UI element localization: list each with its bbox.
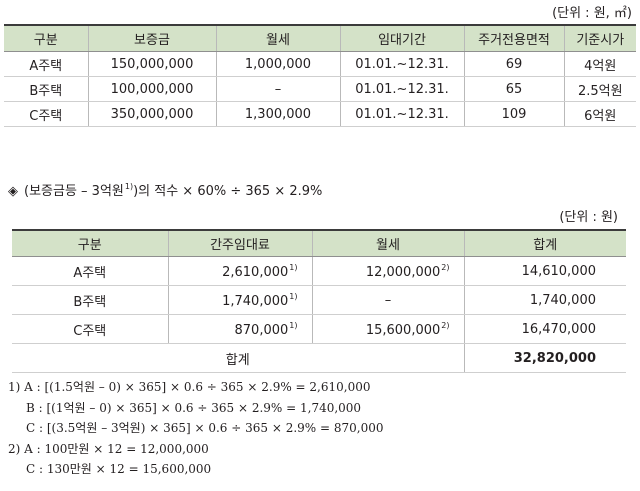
table-row: A주택 2,610,0001) 12,000,0002) 14,610,000 <box>12 256 626 286</box>
cell: 65 <box>464 76 565 102</box>
rental-info-table: 구분 보증금 월세 임대기간 주거전용면적 기준시가 A주택 150,000,0… <box>4 24 636 127</box>
value: 870,000 <box>234 322 289 338</box>
cell: A주택 <box>4 51 89 77</box>
table-row: B주택 1,740,0001) – 1,740,000 <box>12 285 626 315</box>
table-header-row: 구분 간주임대료 월세 합계 <box>12 230 626 257</box>
unit-label-bottom: (단위 : 원) <box>559 210 618 225</box>
cell: 6억원 <box>564 101 636 127</box>
header-lease-period: 임대기간 <box>340 25 465 52</box>
cell-rent: 12,000,0002) <box>312 256 465 286</box>
footnote-line: B : [(1억원 – 0) × 365] × 0.6 ÷ 365 × 2.9%… <box>26 400 362 415</box>
cell: 100,000,000 <box>88 76 217 102</box>
cell: 01.01.~12.31. <box>340 76 465 102</box>
cell: 150,000,000 <box>88 51 217 77</box>
cell: 01.01.~12.31. <box>340 51 465 77</box>
table-row: A주택 150,000,000 1,000,000 01.01.~12.31. … <box>4 51 636 77</box>
value: – <box>384 292 392 308</box>
diamond-bullet-icon: ◈ <box>8 184 18 199</box>
rental-income-table: 구분 간주임대료 월세 합계 A주택 2,610,0001) 12,000,00… <box>12 229 626 373</box>
header-deposit: 보증금 <box>88 25 217 52</box>
table-row: B주택 100,000,000 – 01.01.~12.31. 65 2.5억원 <box>4 76 636 102</box>
table-header-row: 구분 보증금 월세 임대기간 주거전용면적 기준시가 <box>4 25 636 52</box>
cell-total: 16,470,000 <box>464 314 626 344</box>
total-label: 합계 <box>12 343 465 373</box>
cell: C주택 <box>4 101 89 127</box>
cell-rent: 15,600,0002) <box>312 314 465 344</box>
value: 15,600,000 <box>365 322 441 338</box>
formula-text-after: )의 적수 × 60% ÷ 365 × 2.9% <box>133 184 323 199</box>
cell: 01.01.~12.31. <box>340 101 465 127</box>
formula-text-before: (보증금등 – 3억원 <box>24 184 124 199</box>
table-row: C주택 870,0001) 15,600,0002) 16,470,000 <box>12 314 626 344</box>
cell: B주택 <box>4 76 89 102</box>
cell-rent: – <box>312 285 465 315</box>
cell-total: 1,740,000 <box>464 285 626 315</box>
footnote-line: 2) A : 100만원 × 12 = 12,000,000 <box>8 441 209 456</box>
cell: 109 <box>464 101 565 127</box>
footnotes: 1) A : [(1.5억원 – 0) × 365] × 0.6 ÷ 365 ×… <box>8 377 384 480</box>
value: 2,610,000 <box>222 264 289 280</box>
table-row: C주택 350,000,000 1,300,000 01.01.~12.31. … <box>4 101 636 127</box>
header-monthly-rent: 월세 <box>312 230 465 257</box>
footnote-line: 1) A : [(1.5억원 – 0) × 365] × 0.6 ÷ 365 ×… <box>8 380 371 394</box>
cell: 69 <box>464 51 565 77</box>
header-division: 구분 <box>4 25 89 52</box>
cell-name: A주택 <box>12 256 169 286</box>
cell-deemed: 870,0001) <box>168 314 313 344</box>
cell: 350,000,000 <box>88 101 217 127</box>
footnote-ref: 2) <box>441 262 450 272</box>
value: 12,000,000 <box>365 264 441 280</box>
header-total: 합계 <box>464 230 626 257</box>
total-value: 32,820,000 <box>464 343 626 373</box>
cell-total: 14,610,000 <box>464 256 626 286</box>
header-exclusive-area: 주거전용면적 <box>464 25 565 52</box>
footnote-ref: 1) <box>124 182 134 191</box>
footnote-ref: 1) <box>289 291 298 301</box>
footnote-line: C : 130만원 × 12 = 15,600,000 <box>26 462 212 476</box>
header-standard-price: 기준시가 <box>564 25 636 52</box>
value: 1,740,000 <box>222 293 289 309</box>
cell: 2.5억원 <box>564 76 636 102</box>
cell: 1,000,000 <box>216 51 341 77</box>
cell-name: B주택 <box>12 285 169 315</box>
cell: 1,300,000 <box>216 101 341 127</box>
cell: – <box>216 76 341 102</box>
header-division: 구분 <box>12 230 169 257</box>
formula-line: ◈ (보증금등 – 3억원1))의 적수 × 60% ÷ 365 × 2.9% <box>8 180 322 199</box>
cell-deemed: 1,740,0001) <box>168 285 313 315</box>
footnote-line: C : [(3.5억원 – 3억원) × 365] × 0.6 ÷ 365 × … <box>26 421 384 435</box>
cell: 4억원 <box>564 51 636 77</box>
cell-deemed: 2,610,0001) <box>168 256 313 286</box>
footnote-ref: 1) <box>289 320 298 330</box>
footnote-ref: 1) <box>289 262 298 272</box>
cell-name: C주택 <box>12 314 169 344</box>
header-deemed-rent: 간주임대료 <box>168 230 313 257</box>
total-row: 합계 32,820,000 <box>12 343 626 373</box>
unit-label-top: (단위 : 원, ㎡) <box>552 6 632 21</box>
header-monthly-rent: 월세 <box>216 25 341 52</box>
footnote-ref: 2) <box>441 320 450 330</box>
